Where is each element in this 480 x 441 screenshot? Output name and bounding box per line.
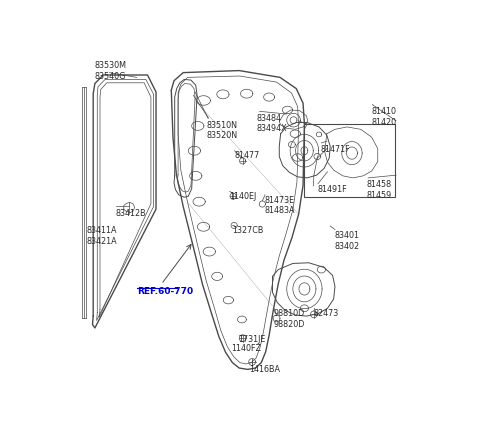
Text: 1140EJ: 1140EJ — [229, 192, 256, 201]
Text: 1327CB: 1327CB — [232, 226, 263, 235]
Text: 83411A
83421A: 83411A 83421A — [86, 226, 117, 246]
Text: 83484
83494X: 83484 83494X — [256, 114, 287, 134]
Text: 81458
81459: 81458 81459 — [367, 180, 392, 200]
Text: 1731JE: 1731JE — [239, 336, 266, 344]
Text: 83530M
83540G: 83530M 83540G — [95, 61, 127, 81]
Bar — [304, 124, 396, 197]
Text: 83401
83402: 83401 83402 — [334, 231, 360, 250]
Text: 81471F: 81471F — [321, 145, 350, 153]
Text: 1140FZ: 1140FZ — [231, 344, 261, 353]
Text: 1416BA: 1416BA — [250, 365, 280, 374]
Text: 81473E
81483A: 81473E 81483A — [264, 195, 295, 215]
Text: REF.60-770: REF.60-770 — [137, 287, 193, 296]
Text: 83510N
83520N: 83510N 83520N — [207, 121, 238, 140]
Text: 81491F: 81491F — [317, 185, 347, 194]
Text: 81410
81420: 81410 81420 — [372, 107, 397, 127]
Text: 82473: 82473 — [314, 309, 339, 318]
Text: 83412B: 83412B — [115, 209, 146, 218]
Text: 98810D
98820D: 98810D 98820D — [273, 309, 304, 329]
Text: 81477: 81477 — [234, 151, 259, 161]
